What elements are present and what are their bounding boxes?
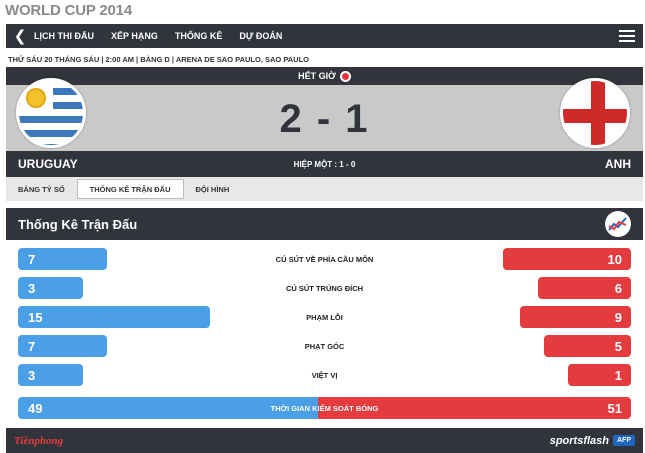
- stat-label: PHẠM LỖI: [306, 312, 343, 322]
- uruguay-flag-icon: [16, 78, 86, 148]
- teams-bar: URUGUAY HIỆP MỘT : 1 - 0 ANH: [6, 151, 643, 177]
- stat-row: 7 5 PHẠT GÓC: [18, 335, 631, 357]
- home-stat-bar: 3: [18, 277, 83, 299]
- match-info: THỨ SÁU 20 THÁNG SÁU | 2:00 AM | BẢNG D …: [8, 55, 310, 64]
- tab-match-stats[interactable]: THỐNG KÊ TRẬN ĐẤU: [76, 179, 184, 199]
- tienphong-logo: Tiềnphong: [14, 434, 64, 447]
- nav-item-predictions[interactable]: DỰ ĐOÁN: [239, 31, 283, 41]
- home-team-name: URUGUAY: [18, 157, 78, 171]
- home-stat-bar: 7: [18, 248, 107, 270]
- hamburger-menu-icon[interactable]: [619, 30, 635, 42]
- stat-row: 15 9 PHẠM LỖI: [18, 306, 631, 328]
- status-dot-icon: [339, 70, 351, 82]
- tab-lineups[interactable]: ĐỘI HÌNH: [195, 184, 230, 194]
- home-stat-bar: 49: [18, 397, 318, 419]
- stat-row: 3 1 VIỆT VỊ: [18, 364, 631, 386]
- stat-label: CÚ SÚT VỀ PHÍA CẦU MÔN: [275, 254, 374, 264]
- stat-row: 3 6 CÚ SÚT TRÚNG ĐÍCH: [18, 277, 631, 299]
- tab-scoreboard[interactable]: BẢNG TỶ SỐ: [18, 184, 65, 194]
- away-stat-bar: 1: [568, 364, 631, 386]
- nav-item-standings[interactable]: XẾP HẠNG: [111, 31, 158, 41]
- home-stat-bar: 15: [18, 306, 210, 328]
- match-tabs: BẢNG TỶ SỐ THỐNG KÊ TRẬN ĐẤU ĐỘI HÌNH: [6, 177, 643, 201]
- away-stat-bar: 9: [520, 306, 631, 328]
- away-stat-bar: 51: [318, 397, 631, 419]
- match-status-bar: HẾT GIỜ: [6, 67, 643, 85]
- possession-row: 49 51 THỜI GIAN KIỂM SOÁT BÓNG: [18, 397, 631, 419]
- top-navbar: ❮ LỊCH THI ĐẤU XẾP HẠNG THỐNG KÊ DỰ ĐOÁN: [6, 24, 643, 48]
- stat-label: PHẠT GÓC: [304, 341, 345, 351]
- back-arrow-icon[interactable]: ❮: [13, 28, 27, 45]
- stat-label: CÚ SÚT TRÚNG ĐÍCH: [285, 283, 364, 293]
- nav-item-schedule[interactable]: LỊCH THI ĐẤU: [34, 31, 94, 41]
- stat-label: THỜI GIAN KIỂM SOÁT BÓNG: [270, 403, 379, 413]
- england-flag-icon: [560, 78, 630, 148]
- home-stat-bar: 7: [18, 335, 107, 357]
- away-stat-bar: 10: [503, 248, 631, 270]
- sportsflash-text: sportsflash: [549, 434, 609, 447]
- away-stat-bar: 5: [544, 335, 631, 357]
- nav-item-stats[interactable]: THỐNG KÊ: [174, 31, 223, 41]
- home-stat-bar: 3: [18, 364, 83, 386]
- stats-section-header: Thống Kê Trận Đấu: [6, 208, 643, 240]
- trend-chart-icon[interactable]: [605, 211, 631, 237]
- away-stat-bar: 6: [538, 277, 631, 299]
- match-score: 2 - 1: [279, 97, 370, 141]
- scoreboard: 2 - 1: [6, 85, 643, 151]
- footer: Tiềnphong sportsflash AFP: [6, 428, 643, 453]
- afp-badge: AFP: [613, 435, 635, 446]
- page-title: WORLD CUP 2014: [5, 2, 132, 19]
- section-title: Thống Kê Trận Đấu: [18, 216, 138, 232]
- stat-label: VIỆT VỊ: [311, 370, 338, 380]
- match-status: HẾT GIỜ: [298, 71, 336, 81]
- stat-row: 7 10 CÚ SÚT VỀ PHÍA CẦU MÔN: [18, 248, 631, 270]
- away-team-name: ANH: [605, 157, 631, 171]
- sportsflash-logo: sportsflash AFP: [550, 435, 635, 447]
- halftime-score: HIỆP MỘT : 1 - 0: [293, 159, 356, 169]
